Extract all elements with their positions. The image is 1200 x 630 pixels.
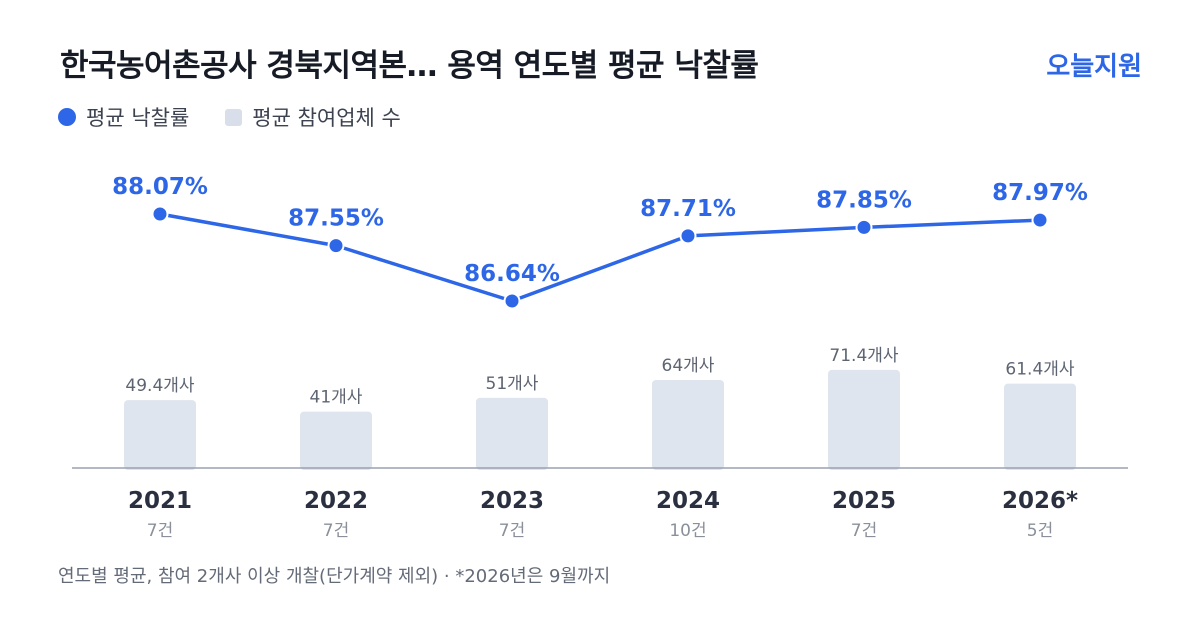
chart-footnote: 연도별 평균, 참여 2개사 이상 개찰(단가계약 제외) · *2026년은 … [58, 566, 611, 587]
legend-item-count: 평균 참여업체 수 [225, 102, 401, 132]
bar-2022 [300, 411, 372, 470]
rate-value-label: 87.97% [992, 180, 1088, 206]
rate-point-2024 [679, 227, 697, 245]
legend-label-count: 평균 참여업체 수 [252, 106, 401, 130]
bar-2026 [1004, 383, 1076, 470]
x-tick-sublabel: 7건 [499, 521, 525, 541]
legend-item-rate: 평균 낙찰률 [58, 102, 189, 132]
x-tick-label: 2021 [128, 488, 192, 514]
x-tick-sublabel: 7건 [851, 521, 877, 541]
bar-2021 [124, 400, 196, 470]
x-tick-label: 2024 [656, 488, 720, 514]
chart-title: 한국농어촌공사 경북지역본… 용역 연도별 평균 낙찰률 [60, 48, 759, 84]
chart-legend: 평균 낙찰률 평균 참여업체 수 [58, 102, 401, 132]
legend-label-rate: 평균 낙찰률 [86, 106, 190, 130]
bar-2024 [652, 380, 724, 470]
rate-line [158, 212, 1042, 303]
rate-point-2023 [503, 292, 521, 310]
rate-point-2026 [1031, 211, 1049, 229]
bar-value-label: 61.4개사 [1005, 360, 1074, 380]
rate-point-2022 [327, 237, 345, 255]
rate-value-label: 87.55% [288, 206, 384, 232]
legend-dot-icon [58, 108, 76, 126]
bar-value-label: 71.4개사 [829, 346, 898, 366]
bar-value-label: 41개사 [310, 388, 363, 408]
bar-value-label: 51개사 [486, 374, 539, 394]
x-tick-label: 2022 [304, 488, 368, 514]
x-tick-label: 2023 [480, 488, 544, 514]
bar-2025 [828, 369, 900, 470]
bar-value-label: 64개사 [662, 356, 715, 376]
bar-value-label: 49.4개사 [125, 376, 194, 396]
x-tick-sublabel: 7건 [147, 521, 173, 541]
x-tick-label: 2025 [832, 488, 896, 514]
legend-square-icon [225, 108, 243, 126]
brand-logo[interactable]: 오늘지원 [1046, 52, 1142, 82]
rate-value-label: 88.07% [112, 174, 208, 200]
rate-value-label: 87.85% [816, 187, 912, 213]
x-tick-sublabel: 10건 [669, 521, 706, 541]
rate-point-2025 [855, 218, 873, 236]
rate-point-2021 [151, 205, 169, 223]
x-tick-sublabel: 5건 [1027, 521, 1053, 541]
x-tick-sublabel: 7건 [323, 521, 349, 541]
rate-value-label: 87.71% [640, 196, 736, 222]
rate-value-label: 86.64% [464, 261, 560, 287]
x-tick-label: 2026* [1002, 488, 1078, 514]
bar-2023 [476, 397, 548, 470]
